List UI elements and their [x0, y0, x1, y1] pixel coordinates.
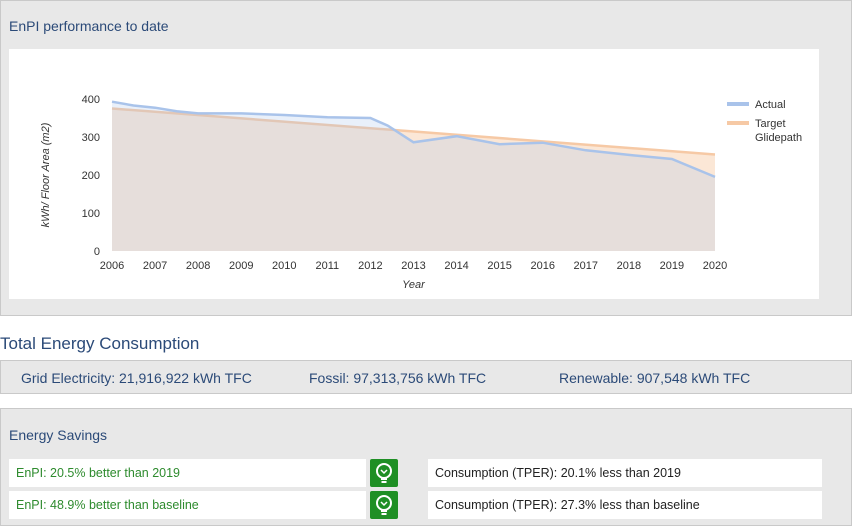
x-tick-label: 2011 — [316, 260, 340, 272]
series-line-actual — [111, 100, 716, 179]
x-tick-label: 2012 — [358, 260, 382, 272]
fossil-value: Fossil: 97,313,756 kWh TFC — [309, 370, 487, 386]
energy-savings-title: Energy Savings — [9, 427, 108, 443]
y-tick-label: 400 — [82, 94, 100, 106]
total-energy-consumption-title: Total Energy Consumption — [0, 334, 200, 353]
y-tick-label: 200 — [82, 170, 100, 182]
x-tick-label: 2015 — [487, 260, 511, 272]
y-tick-label: 0 — [94, 246, 100, 258]
total-energy-consumption-bar: Grid Electricity: 21,916,922 kWh TFC Fos… — [0, 360, 852, 394]
x-tick-label: 2007 — [143, 260, 167, 272]
enpi-saving-baseline: EnPI: 48.9% better than baseline — [9, 491, 366, 519]
enpi-performance-panel: EnPI performance to date 0 100 200 300 400 20… — [0, 0, 852, 316]
enpi-performance-title: EnPI performance to date — [9, 18, 169, 34]
legend-label-line2: Glidepath — [755, 132, 802, 144]
enpi-chart-svg: 0 100 200 300 400 2006 2007 2008 2009 2010 2011 201… — [40, 94, 802, 291]
grid-electricity-value: Grid Electricity: 21,916,922 kWh TFC — [21, 370, 252, 386]
y-axis-title: kWh/ Floor Area (m2) — [40, 122, 52, 227]
x-axis-title: Year — [402, 279, 426, 291]
enpi-saving-2019: EnPI: 20.5% better than 2019 — [9, 459, 366, 487]
enpi-chart: 0 100 200 300 400 2006 2007 2008 2009 2010 2011 201… — [9, 49, 819, 299]
x-tick-label: 2009 — [229, 260, 253, 272]
lightbulb-icon — [370, 459, 398, 487]
legend-label: Actual — [755, 99, 786, 111]
x-tick-label: 2020 — [703, 260, 727, 272]
y-tick-label: 100 — [82, 208, 100, 220]
legend-label: Target — [755, 118, 786, 130]
x-tick-label: 2019 — [660, 260, 684, 272]
energy-savings-panel: Energy Savings EnPI: 20.5% better than 2… — [0, 408, 852, 526]
renewable-value: Renewable: 907,548 kWh TFC — [559, 370, 751, 386]
lightbulb-icon — [370, 491, 398, 519]
x-tick-label: 2014 — [444, 260, 468, 272]
x-tick-label: 2017 — [574, 260, 598, 272]
consumption-saving-baseline: Consumption (TPER): 27.3% less than base… — [428, 491, 822, 519]
y-tick-label: 300 — [82, 132, 100, 144]
x-tick-label: 2008 — [186, 260, 210, 272]
x-tick-label: 2018 — [617, 260, 641, 272]
x-tick-label: 2006 — [100, 260, 124, 272]
x-tick-label: 2013 — [401, 260, 425, 272]
x-tick-label: 2016 — [530, 260, 554, 272]
x-tick-label: 2010 — [272, 260, 296, 272]
series-area-actual — [112, 101, 715, 251]
consumption-saving-2019: Consumption (TPER): 20.1% less than 2019 — [428, 459, 822, 487]
series-line-target-glidepath — [111, 107, 716, 156]
